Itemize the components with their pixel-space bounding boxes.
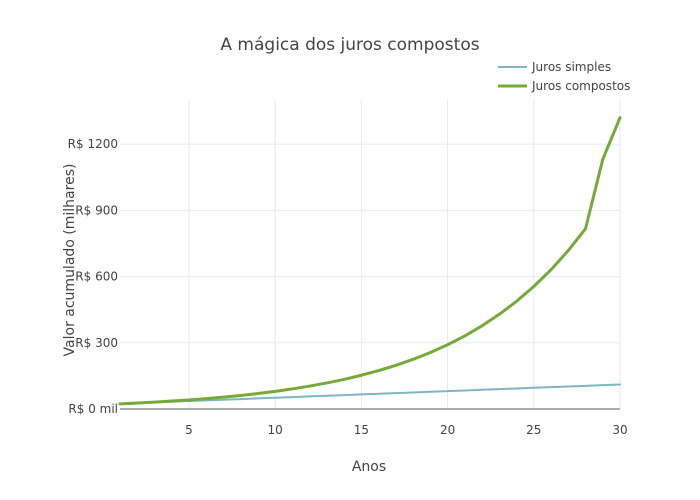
x-axis-title: Anos [352, 459, 386, 475]
y-tick-label: R$ 1200 [68, 137, 118, 151]
chart-title: A mágica dos juros compostos [220, 35, 479, 55]
y-axis-title: Valor acumulado (milhares) [62, 164, 78, 357]
x-tick-label: 10 [268, 423, 283, 437]
grid-layer [120, 100, 621, 410]
series-layer [118, 116, 622, 406]
y-tick-label: R$ 300 [75, 336, 118, 350]
legend-label: Juros simples [531, 60, 611, 74]
legend: Juros simples Juros compostos [498, 60, 630, 93]
y-tick-label: R$ 0 mil [68, 402, 118, 416]
x-tick-label: 30 [612, 423, 627, 437]
series-line-juros-compostos [118, 116, 622, 406]
legend-label: Juros compostos [531, 79, 630, 93]
tick-layer: 5 10 15 20 25 30 R$ 0 mil R$ 300 R$ 600 R$ 900 R$ … [68, 137, 628, 437]
y-tick-label: R$ 600 [75, 270, 118, 284]
x-tick-label: 25 [526, 423, 541, 437]
y-tick-label: R$ 900 [75, 203, 118, 217]
x-tick-label: 5 [185, 423, 193, 437]
x-tick-label: 15 [354, 423, 369, 437]
series-line-juros-simples [119, 383, 621, 405]
x-tick-label: 20 [440, 423, 455, 437]
